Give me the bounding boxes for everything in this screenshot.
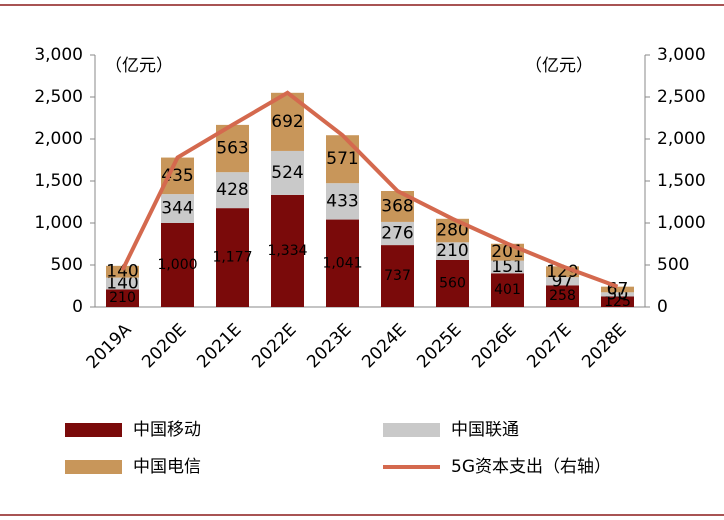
- data-label: 125: [604, 294, 631, 310]
- bar-segment: [216, 172, 249, 209]
- y-tick-label: 3,000: [34, 45, 83, 65]
- line-series: [120, 90, 619, 289]
- data-label: 140: [106, 262, 138, 282]
- y2-tick-label: 2,000: [657, 129, 706, 149]
- data-label: 280: [436, 221, 468, 241]
- bar-segment: [436, 259, 469, 307]
- data-label: 692: [271, 112, 303, 132]
- bar-segment: [216, 208, 249, 307]
- y2-tick-label: 0: [657, 297, 668, 317]
- bar-segment: [546, 285, 579, 307]
- data-label: 210: [436, 241, 468, 261]
- data-label: 571: [326, 149, 358, 169]
- x-tick-label: 2021E: [193, 320, 245, 372]
- y2-tick-label: 500: [657, 255, 689, 275]
- data-label: 524: [271, 163, 303, 183]
- bar-segment: [271, 150, 304, 195]
- y-tick-label: 500: [51, 255, 83, 275]
- data-label: 1,177: [212, 250, 252, 266]
- data-label: 1,334: [267, 243, 307, 259]
- bar-segment: [161, 223, 194, 307]
- bar-segment: [546, 277, 579, 286]
- legend-label: 中国电信: [133, 457, 201, 477]
- y-tick-label: 2,500: [34, 87, 83, 107]
- bar-segment: [546, 266, 579, 278]
- data-label: 1,041: [322, 255, 362, 271]
- data-label: 210: [109, 290, 136, 306]
- bar-segment: [106, 265, 139, 278]
- x-tick-label: 2023E: [303, 320, 355, 372]
- data-label: 563: [216, 139, 248, 159]
- bar-segment: [271, 194, 304, 307]
- legend-label: 中国移动: [133, 420, 201, 440]
- bar-segment: [491, 273, 524, 307]
- data-label: 276: [381, 224, 413, 244]
- x-tick-label: 2025E: [413, 320, 465, 372]
- bar-segment: [491, 260, 524, 274]
- bar-segment: [326, 219, 359, 307]
- y2-tick-label: 1,000: [657, 213, 706, 233]
- y-tick-label: 2,000: [34, 129, 83, 149]
- legend-label: 5G资本支出（右轴）: [451, 457, 611, 477]
- bar-segment: [601, 292, 634, 297]
- data-label: 368: [381, 196, 413, 216]
- data-label: 433: [326, 191, 358, 211]
- legend-swatch: [65, 423, 122, 437]
- legend-swatch: [65, 460, 122, 474]
- bar-segment: [106, 277, 139, 290]
- data-label: 737: [384, 268, 411, 284]
- y-unit-label: （亿元）: [105, 56, 173, 76]
- bar-segment: [381, 221, 414, 246]
- legend-label: 中国联通: [451, 420, 519, 440]
- y-tick-label: 0: [72, 297, 83, 317]
- y2-tick-label: 3,000: [657, 45, 706, 65]
- x-tick-label: 2022E: [248, 320, 300, 372]
- data-label: 428: [216, 180, 248, 200]
- x-tick-label: 2024E: [358, 320, 410, 372]
- bar-segment: [436, 242, 469, 260]
- bar-segment: [601, 286, 634, 293]
- data-label: 140: [106, 273, 138, 293]
- y-tick-label: 1,500: [34, 171, 83, 191]
- x-tick-label: 2027E: [523, 320, 575, 372]
- y2-tick-label: 2,500: [657, 87, 706, 107]
- bar-segment: [381, 245, 414, 307]
- y-tick-label: 1,000: [34, 213, 83, 233]
- bar-segment: [326, 183, 359, 220]
- bar-segment: [106, 289, 139, 307]
- x-tick-label: 2026E: [468, 320, 520, 372]
- x-tick-label: 2028E: [578, 320, 630, 372]
- bar-segment: [326, 135, 359, 184]
- data-label: 151: [491, 257, 523, 277]
- data-label: 344: [161, 199, 193, 219]
- bar-segment: [601, 296, 634, 307]
- legend-swatch: [383, 423, 440, 437]
- data-label: 258: [549, 288, 576, 304]
- x-tick-label: 2020E: [138, 320, 190, 372]
- y2-unit-label: （亿元）: [525, 56, 593, 76]
- x-tick-label: 2019A: [83, 320, 136, 373]
- data-label: 401: [494, 282, 521, 298]
- bar-segment: [161, 194, 194, 223]
- data-label: 129: [546, 262, 578, 282]
- data-label: 1,000: [157, 257, 197, 273]
- data-label: 560: [439, 275, 466, 291]
- y2-tick-label: 1,500: [657, 171, 706, 191]
